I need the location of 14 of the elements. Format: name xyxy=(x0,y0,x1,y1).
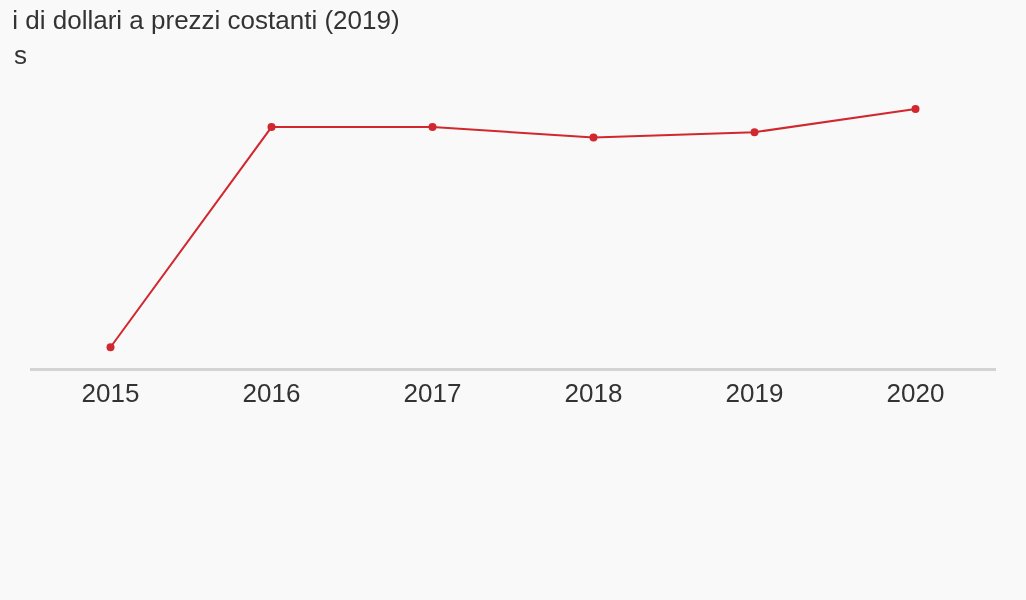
point xyxy=(428,123,437,132)
point xyxy=(589,133,598,142)
x-tick-label: 2020 xyxy=(886,378,945,409)
chart-subtitle: s xyxy=(14,40,27,70)
x-tick-label: 2015 xyxy=(81,378,140,409)
point xyxy=(750,128,759,137)
point xyxy=(911,104,920,113)
x-tick-label: 2016 xyxy=(242,378,301,409)
point xyxy=(267,123,276,132)
chart-title: i di dollari a prezzi costanti (2019) xyxy=(12,5,400,35)
x-tick-label: 2017 xyxy=(403,378,462,409)
x-tick-label: 2019 xyxy=(725,378,784,409)
x-tick-label: 2018 xyxy=(564,378,623,409)
point xyxy=(106,343,115,352)
